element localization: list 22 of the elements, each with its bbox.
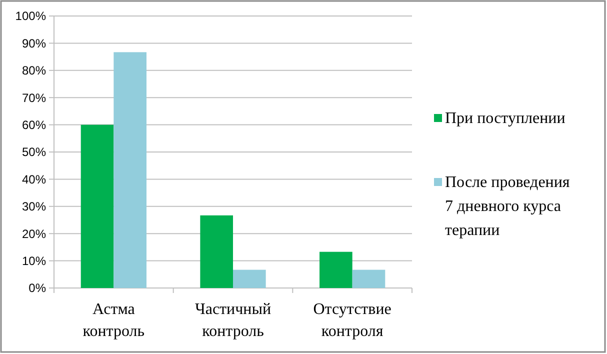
bar xyxy=(233,270,266,288)
y-tick-label: 50% xyxy=(22,145,46,160)
x-tick-label: Частичный контроль xyxy=(194,301,272,340)
bar xyxy=(80,124,114,288)
bar xyxy=(200,215,233,288)
bar xyxy=(320,252,352,288)
y-tick-label: 20% xyxy=(22,226,46,241)
x-tick-label: Отсутствие контроля xyxy=(313,301,392,340)
bar xyxy=(352,270,386,288)
y-tick-label: 70% xyxy=(22,90,46,105)
y-tick-label: 0% xyxy=(28,281,46,296)
bar xyxy=(114,52,146,288)
y-tick-label: 10% xyxy=(22,254,46,268)
y-tick-label: 80% xyxy=(22,64,46,78)
y-tick-label: 30% xyxy=(22,200,46,214)
y-tick-label: 40% xyxy=(22,172,46,186)
legend-label: После проведения 7 дневного курса терапии xyxy=(445,174,570,239)
y-tick-label: 90% xyxy=(22,36,46,50)
y-tick-label: 100% xyxy=(15,9,46,24)
y-tick-label: 60% xyxy=(22,118,46,132)
legend-label: При поступлении xyxy=(445,110,566,127)
x-tick-label: Астма контроль xyxy=(82,301,145,340)
